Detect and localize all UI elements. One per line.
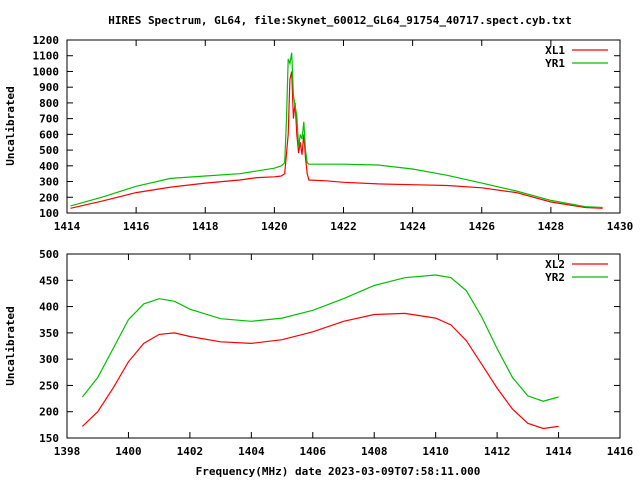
legend-label: XL1 (545, 44, 565, 57)
y-tick-label: 350 (39, 327, 59, 340)
x-tick-label: 1406 (300, 445, 327, 458)
x-tick-label: 1424 (399, 220, 426, 233)
y-tick-label: 1200 (33, 34, 60, 47)
y-tick-label: 300 (39, 353, 59, 366)
legend-label: XL2 (545, 258, 565, 271)
series-line-yr1 (70, 52, 603, 209)
x-tick-label: 1420 (261, 220, 288, 233)
y-tick-label: 1000 (33, 65, 60, 78)
x-tick-label: 1402 (177, 445, 204, 458)
x-tick-label: 1410 (422, 445, 449, 458)
y-tick-label: 900 (39, 81, 59, 94)
x-tick-label: 1422 (330, 220, 357, 233)
x-tick-label: 1428 (538, 220, 565, 233)
y-tick-label: 500 (39, 248, 59, 261)
x-tick-label: 1412 (484, 445, 511, 458)
y-tick-label: 250 (39, 379, 59, 392)
x-tick-label: 1416 (607, 445, 634, 458)
legend-label: YR2 (545, 271, 565, 284)
y-tick-label: 150 (39, 432, 59, 445)
x-tick-label: 1398 (54, 445, 81, 458)
x-tick-label: 1416 (123, 220, 150, 233)
xlabel-bottom: Frequency(MHz) date 2023-03-09T07:58:11.… (196, 465, 481, 478)
x-tick-label: 1430 (607, 220, 634, 233)
y-tick-label: 200 (39, 406, 59, 419)
legend-label: YR1 (545, 57, 565, 70)
y-tick-label: 600 (39, 128, 59, 141)
y-tick-label: 100 (39, 207, 59, 220)
x-tick-label: 1414 (54, 220, 81, 233)
x-tick-label: 1414 (545, 445, 572, 458)
series-line-xl2 (81, 312, 559, 430)
x-tick-label: 1404 (238, 445, 265, 458)
y-tick-label: 400 (39, 301, 59, 314)
y-tick-label: 400 (39, 160, 59, 173)
x-tick-label: 1418 (192, 220, 219, 233)
y-tick-label: 1100 (33, 50, 60, 63)
x-tick-label: 1408 (361, 445, 388, 458)
plot-frame (66, 39, 621, 214)
y-tick-label: 450 (39, 274, 59, 287)
plot-frame (66, 253, 621, 439)
chart-title: HIRES Spectrum, GL64, file:Skynet_60012_… (108, 14, 572, 27)
top-plot: 1414 1416 1418 1420 1422 1424 1426 1428 1430 100 2… (4, 34, 633, 233)
y-tick-label: 200 (39, 191, 59, 204)
y-tick-label: 700 (39, 113, 59, 126)
y-axis-label: Uncalibrated (4, 306, 17, 385)
y-axis-label: Uncalibrated (4, 86, 17, 165)
y-tick-label: 300 (39, 176, 59, 189)
x-tick-label: 1400 (115, 445, 142, 458)
series-line-yr2 (81, 274, 559, 402)
y-tick-label: 800 (39, 97, 59, 110)
bottom-plot: 1398 1400 1402 1404 1406 1408 1410 1412 1414 1416… (4, 248, 634, 458)
y-tick-label: 500 (39, 144, 59, 157)
series-line-xl1 (70, 71, 603, 209)
x-tick-label: 1426 (469, 220, 496, 233)
